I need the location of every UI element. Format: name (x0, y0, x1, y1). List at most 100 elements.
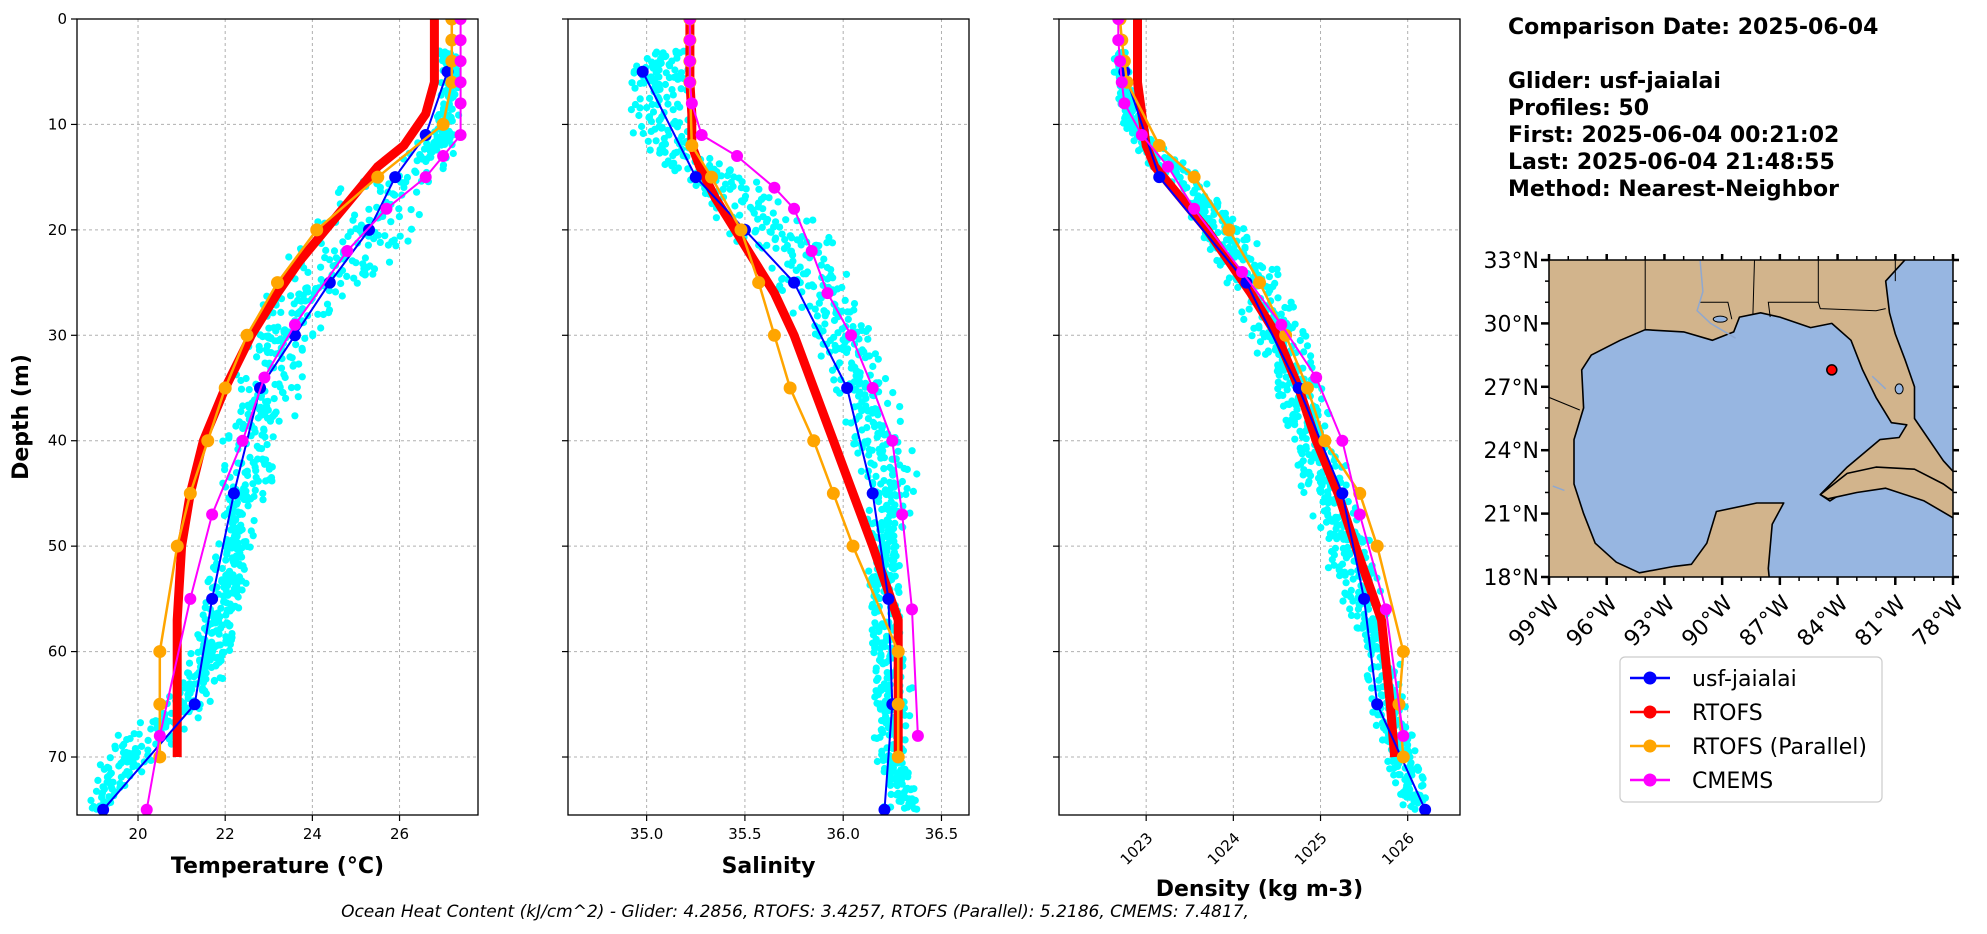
data-point (1370, 539, 1384, 553)
raw-point (361, 254, 369, 262)
y-axis: 0 10 20 30 40 50 60 70 (48, 10, 77, 766)
raw-point (288, 354, 296, 362)
data-point (97, 803, 110, 815)
raw-point (114, 731, 122, 739)
data-point (1336, 434, 1349, 447)
raw-point (350, 274, 358, 282)
raw-point (730, 173, 738, 181)
raw-point (431, 143, 439, 151)
lon-tick-label: 90°W (1677, 591, 1738, 652)
raw-point (249, 532, 257, 540)
raw-point (1305, 451, 1313, 459)
raw-point (1189, 189, 1197, 197)
raw-point (1277, 310, 1285, 318)
raw-point (1274, 294, 1282, 302)
raw-point (188, 686, 196, 694)
raw-point (813, 312, 822, 320)
raw-point (834, 329, 842, 337)
raw-point (631, 100, 640, 109)
raw-point (736, 211, 744, 219)
raw-point (880, 431, 889, 439)
raw-point (274, 337, 282, 345)
raw-point (206, 575, 214, 583)
raw-point (118, 742, 126, 750)
raw-point (830, 376, 838, 384)
raw-point (865, 567, 873, 575)
raw-point (212, 553, 220, 561)
x-tick-label: 1023 (1117, 829, 1157, 869)
data-point (1279, 328, 1293, 342)
raw-point (266, 417, 274, 425)
raw-point (838, 307, 846, 315)
raw-point (293, 383, 301, 391)
legend-marker (1643, 671, 1657, 685)
raw-point (1297, 482, 1305, 490)
raw-point (879, 756, 887, 765)
raw-point (415, 211, 423, 219)
raw-point (1281, 303, 1289, 312)
raw-point (1248, 332, 1256, 340)
raw-point (1344, 498, 1352, 506)
raw-point (726, 167, 734, 175)
raw-point (1303, 342, 1312, 350)
last-profile-time: Last: 2025-06-04 21:48:55 (1508, 150, 1835, 175)
raw-point (261, 409, 269, 417)
raw-point (343, 272, 351, 280)
raw-point (802, 270, 810, 278)
lon-tick-label: 81°W (1851, 591, 1912, 652)
raw-point (896, 461, 904, 469)
raw-point (365, 216, 373, 224)
raw-point (668, 86, 676, 94)
raw-point (872, 622, 880, 630)
raw-point (788, 234, 796, 242)
raw-point (825, 273, 834, 282)
raw-point (715, 160, 723, 168)
raw-point (804, 282, 813, 290)
raw-point (294, 393, 302, 401)
raw-point (201, 604, 209, 612)
raw-point (879, 422, 887, 430)
raw-point (1346, 605, 1354, 613)
raw-point (268, 463, 276, 471)
raw-point (242, 538, 250, 546)
raw-point (861, 379, 870, 387)
raw-point (1280, 366, 1288, 374)
raw-point (1413, 763, 1422, 771)
raw-point (1331, 462, 1340, 470)
data-point (454, 19, 467, 25)
axes-frame (76, 18, 479, 816)
raw-point (1388, 757, 1397, 766)
raw-point (1240, 315, 1248, 323)
raw-point (226, 569, 234, 577)
raw-point (895, 588, 903, 597)
data-point (153, 697, 167, 711)
raw-point (739, 198, 747, 206)
raw-point (1342, 481, 1350, 489)
raw-point (337, 185, 345, 193)
raw-point (325, 287, 333, 295)
raw-point (1372, 721, 1380, 730)
data-point (218, 381, 232, 395)
lat-tick-label: 18°N (1484, 566, 1539, 591)
raw-point (252, 473, 260, 481)
raw-point (1361, 631, 1370, 639)
raw-point (1386, 765, 1394, 773)
raw-point (772, 234, 780, 242)
raw-point (1250, 324, 1258, 332)
x-tick-label: 1025 (1291, 829, 1331, 869)
raw-point (880, 465, 888, 473)
raw-point (839, 343, 847, 351)
raw-point (228, 630, 236, 638)
data-point (201, 434, 215, 448)
raw-point (1411, 805, 1419, 813)
raw-point (400, 183, 408, 191)
data-point (153, 729, 166, 742)
legend-marker (1643, 773, 1657, 787)
raw-point (339, 238, 347, 246)
y-tick-label: 20 (48, 221, 67, 239)
raw-point (1216, 261, 1224, 269)
raw-point (1382, 736, 1390, 744)
raw-point (206, 656, 214, 664)
raw-point (255, 346, 264, 354)
raw-point (219, 437, 227, 445)
